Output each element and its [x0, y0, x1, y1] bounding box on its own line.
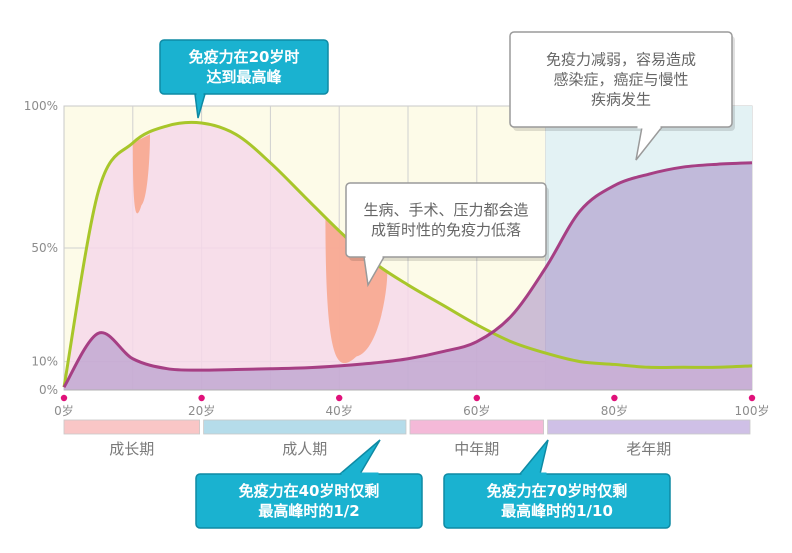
stage-bar: [63, 419, 201, 435]
area-layer: [64, 106, 752, 390]
callout-text: 疾病发生: [591, 91, 651, 109]
stage-bar: [409, 419, 545, 435]
stage-label: 老年期: [626, 440, 671, 458]
callout-text: 最高峰时的1/10: [501, 502, 613, 520]
stage-bar: [547, 419, 751, 435]
callout-box: [195, 473, 423, 529]
life-stages: 成长期 成人期 中年期 老年期: [63, 419, 751, 458]
y-tick-label: 10%: [31, 355, 58, 369]
x-tick-dot: [748, 394, 756, 402]
callout-text: 达到最高峰: [206, 68, 282, 86]
immunity-dip: [325, 217, 388, 364]
x-tick-dot: [336, 394, 343, 402]
x-tick-dot: [198, 394, 205, 402]
callout-text: 生病、手术、压力都会造: [363, 201, 528, 219]
callout-text: 免疫力在70岁时仅剩: [487, 482, 628, 500]
immunity-dip: [132, 134, 150, 214]
callout-box: [159, 39, 329, 95]
axis-layer: 0% 10% 50% 100% 0岁 20岁 40岁 60岁 80岁 100岁: [24, 99, 770, 418]
y-tick-label: 50%: [31, 241, 58, 255]
x-tick-label: 0岁: [54, 403, 74, 418]
callout-text: 免疫力在40岁时仅剩: [239, 482, 380, 500]
stage-label: 中年期: [454, 440, 499, 458]
callout-box: [443, 473, 671, 529]
x-tick-label: 60岁: [463, 403, 490, 418]
y-tick-label: 0%: [39, 383, 58, 397]
callout-tail: [518, 439, 549, 475]
x-tick-dot: [60, 394, 68, 402]
stage-label: 成长期: [109, 440, 154, 458]
x-tick-label: 40岁: [326, 403, 353, 418]
callouts: 免疫力在20岁时达到最高峰免疫力在40岁时仅剩最高峰时的1/2免疫力在70岁时仅…: [159, 31, 735, 529]
callout-text: 成暂时性的免疫力低落: [371, 221, 521, 239]
x-tick-label: 100岁: [735, 403, 770, 418]
x-tick-dot: [611, 394, 618, 402]
x-tick-label: 80岁: [601, 403, 628, 418]
disease-area: [64, 162, 752, 390]
callout-text: 免疫力在20岁时: [189, 48, 300, 66]
callout-text: 感染症，癌症与慢性: [553, 71, 688, 89]
callout-box: [509, 31, 733, 128]
x-tick-label: 20岁: [188, 403, 215, 418]
callout-text: 最高峰时的1/2: [258, 502, 359, 520]
callout-tail: [337, 439, 381, 475]
callout-box: [345, 182, 547, 258]
stage-bar: [203, 419, 407, 435]
immunity-line: [62, 120, 753, 388]
disease-line: [62, 161, 753, 388]
stage-label: 成人期: [282, 440, 327, 458]
y-tick-label: 100%: [24, 99, 58, 113]
x-tick-dot: [473, 394, 480, 402]
callout-text: 免疫力减弱，容易造成: [546, 51, 696, 69]
line-layer: [62, 120, 753, 388]
immunity-area: [64, 122, 752, 390]
